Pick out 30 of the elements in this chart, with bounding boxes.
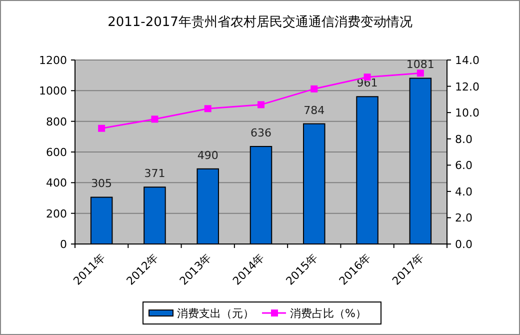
point	[416, 70, 424, 77]
y2-tick-label: 0.0	[455, 238, 472, 251]
data-label: 305	[91, 177, 112, 190]
data-label: 1081	[406, 58, 434, 72]
y2-tick-label: 6.0	[455, 159, 472, 172]
y-tick-label: 800	[46, 115, 67, 128]
legend-label: 消费支出（元）	[177, 307, 254, 320]
y2-tick-label: 8.0	[455, 132, 472, 146]
point	[204, 105, 212, 112]
data-label: 371	[144, 167, 166, 180]
point	[98, 124, 106, 132]
y-tick-label: 1000	[39, 84, 67, 98]
data-label: 636	[250, 126, 272, 140]
y2-tick-label: 14.0	[455, 54, 480, 67]
y2-tick-label: 4.0	[455, 185, 472, 198]
point	[151, 116, 158, 123]
chart-title: 2011-2017年贵州省农村居民交通通信消费变动情况	[108, 14, 412, 30]
legend-label: 消费占比（%）	[290, 307, 366, 320]
y2-tick-label: 12.0	[455, 80, 480, 94]
y2-tick-label: 10.0	[455, 106, 480, 120]
y-tick-label: 1200	[39, 54, 67, 67]
point	[258, 101, 264, 108]
y-tick-label: 0	[60, 238, 67, 251]
y-tick-label: 200	[46, 207, 67, 220]
y-tick-label: 400	[46, 176, 67, 190]
data-label: 490	[197, 148, 218, 162]
y-tick-label: 600	[46, 146, 67, 159]
data-label: 784	[304, 104, 325, 117]
y2-tick-label: 2.0	[455, 212, 472, 225]
point	[310, 85, 318, 92]
